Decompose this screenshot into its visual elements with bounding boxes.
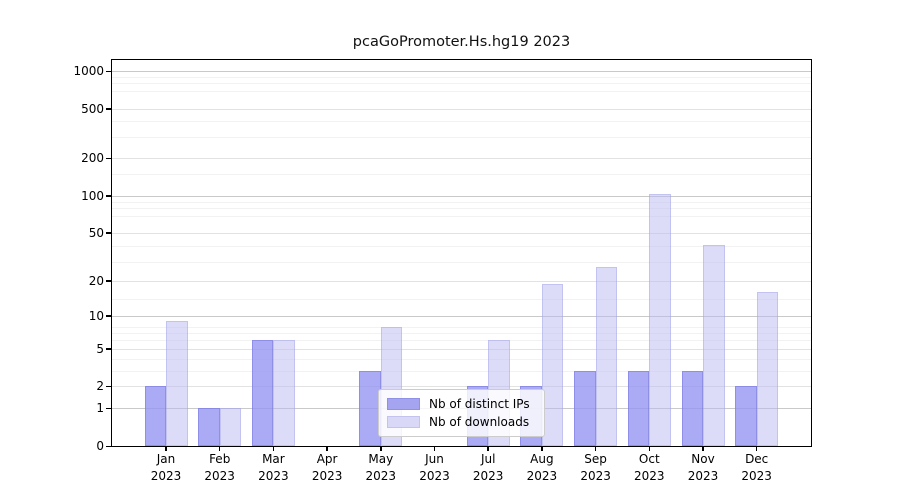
- x-tick-label: Mar 2023: [258, 452, 289, 483]
- gridline-minor: [112, 77, 811, 78]
- y-tick-mark: [106, 348, 111, 350]
- x-tick-mark: [487, 447, 489, 451]
- gridline-major-200: [112, 158, 811, 160]
- y-tick-label: 500: [81, 101, 104, 116]
- y-tick-mark: [106, 280, 111, 282]
- x-tick-mark: [541, 447, 543, 451]
- gridline-minor: [112, 340, 811, 342]
- bar-downloads: [595, 267, 618, 446]
- legend-label-distinct-ips: Nb of distinct IPs: [429, 397, 530, 411]
- y-tick-label: 20: [88, 273, 104, 288]
- x-tick-mark: [702, 447, 704, 451]
- gridline-minor: [112, 299, 811, 301]
- x-tick-label: Jul 2023: [472, 452, 504, 483]
- y-tick-label: 1: [96, 401, 104, 416]
- gridline-minor: [112, 261, 811, 263]
- x-tick-mark: [755, 447, 758, 451]
- y-tick-label: 1000: [73, 64, 104, 79]
- y-tick-label: 5: [96, 341, 104, 356]
- legend-swatch-distinct-ips-icon: [387, 398, 420, 410]
- x-tick-label: Jun 2023: [419, 452, 450, 483]
- x-tick-label: Feb 2023: [204, 452, 235, 483]
- bar-distinct-ips: [198, 408, 220, 446]
- gridline-major-10: [112, 315, 811, 317]
- x-tick-label: Apr 2023: [311, 452, 343, 483]
- x-tick-mark: [648, 447, 651, 451]
- y-tick-label: 2: [96, 379, 104, 394]
- gridline-minor: [112, 358, 811, 360]
- x-tick-label: Sep 2023: [580, 452, 611, 483]
- gridline-minor: [112, 215, 811, 217]
- bar-distinct-ips: [735, 386, 757, 446]
- y-tick-label: 10: [88, 308, 104, 323]
- gridline-minor: [112, 208, 811, 210]
- y-tick-mark: [106, 407, 111, 410]
- legend-swatch-downloads-icon: [387, 416, 420, 428]
- y-tick-mark: [106, 157, 111, 160]
- gridline-major-1000: [112, 71, 811, 73]
- gridline-minor: [112, 333, 811, 335]
- bar-distinct-ips: [251, 340, 274, 446]
- y-tick-mark: [106, 315, 111, 317]
- gridline-major-2: [112, 386, 811, 388]
- gridline-major-50: [112, 232, 811, 234]
- gridline-major-20: [112, 280, 811, 282]
- x-tick-mark: [165, 447, 167, 451]
- bar-downloads: [703, 244, 725, 446]
- y-tick-label: 200: [81, 151, 104, 166]
- legend: Nb of distinct IPs Nb of downloads: [378, 389, 545, 437]
- gridline-minor: [112, 326, 811, 328]
- bar-distinct-ips: [627, 370, 650, 446]
- bar-downloads: [756, 292, 779, 446]
- gridline-major-500: [112, 108, 811, 110]
- x-tick-label: Jan 2023: [150, 452, 182, 483]
- bar-distinct-ips: [574, 370, 596, 446]
- x-tick-mark: [272, 447, 275, 451]
- y-tick-mark: [106, 108, 111, 110]
- gridline-minor: [112, 245, 811, 247]
- gridline-minor: [112, 90, 811, 92]
- y-tick-mark: [106, 385, 111, 388]
- gridline-minor: [112, 370, 811, 372]
- bar-downloads: [541, 283, 564, 446]
- bar-downloads: [219, 408, 242, 446]
- bar-distinct-ips: [144, 386, 166, 446]
- y-tick-mark: [106, 70, 111, 73]
- chart-title: pcaGoPromoter.Hs.hg19 2023: [352, 34, 571, 50]
- plot-area: [111, 59, 812, 447]
- y-tick-label: 100: [81, 188, 104, 203]
- bar-distinct-ips: [681, 370, 703, 446]
- x-tick-label: Aug 2023: [526, 452, 558, 483]
- y-tick-label: 50: [88, 225, 104, 240]
- gridline-major-5: [112, 348, 811, 350]
- gridline-minor: [112, 201, 811, 203]
- gridline-minor: [112, 83, 811, 85]
- x-tick-label: Dec 2023: [741, 452, 772, 483]
- y-tick-mark: [106, 232, 111, 234]
- x-tick-label: Nov 2023: [687, 452, 719, 483]
- y-tick-mark: [106, 195, 111, 197]
- bar-downloads: [166, 321, 188, 446]
- x-tick-label: May 2023: [365, 452, 397, 483]
- x-tick-mark: [594, 447, 597, 451]
- x-tick-mark: [433, 447, 436, 451]
- legend-item-distinct-ips: Nb of distinct IPs: [387, 397, 544, 411]
- y-tick-mark: [106, 445, 111, 447]
- gridline-minor: [112, 136, 811, 138]
- x-tick-mark: [380, 447, 382, 451]
- x-tick-label: Oct 2023: [634, 452, 665, 483]
- y-tick-label: 0: [96, 439, 104, 453]
- x-tick-mark: [326, 447, 328, 451]
- gridline-minor: [112, 174, 811, 176]
- legend-label-downloads: Nb of downloads: [429, 415, 530, 429]
- bar-downloads: [649, 194, 671, 446]
- legend-item-downloads: Nb of downloads: [387, 415, 544, 429]
- x-tick-mark: [218, 447, 221, 451]
- gridline-major-100: [112, 195, 811, 197]
- bar-downloads: [273, 340, 295, 446]
- gridline-minor: [112, 121, 811, 122]
